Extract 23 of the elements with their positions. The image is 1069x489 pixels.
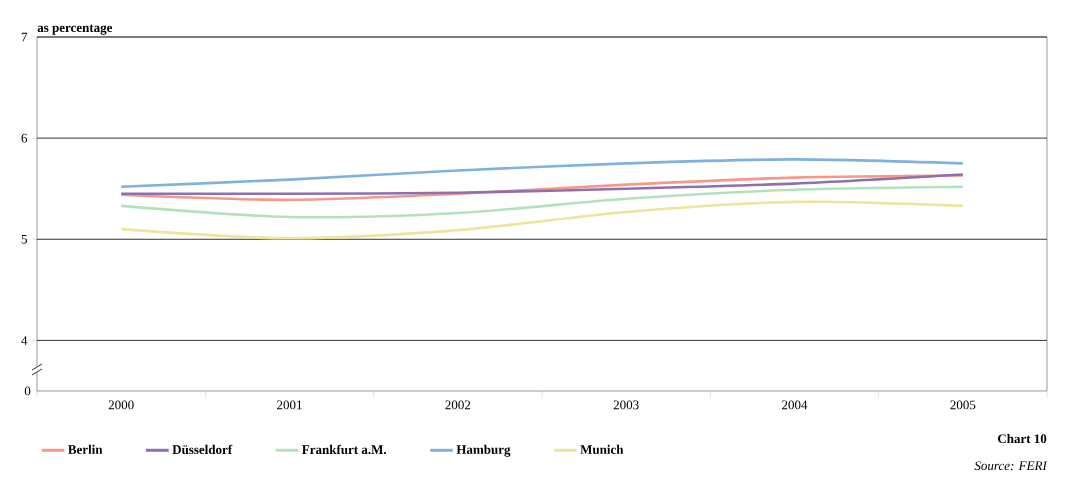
y-tick-label: 4 [21,336,28,345]
x-tick-label: 2005 [950,400,976,410]
x-tick-label: 2004 [782,400,808,410]
text: 0 [24,386,31,396]
caption: Chart 10 [997,433,1047,444]
legend-label: Frankfurt a.M. [302,444,387,455]
legend-label: Munich [580,444,624,454]
y-tick-label: 6 [21,133,28,143]
legend-label: Berlin [68,444,103,454]
line-series [119,185,965,219]
line-series [119,158,965,188]
legend-label: Düsseldorf [172,444,233,455]
y-axis-title: as percentage [37,24,113,35]
x-tick-label: 2000 [108,400,134,410]
y-tick-label: 7 [21,32,28,42]
y-tick-label: 5 [21,234,27,244]
x-tick-label: 2001 [277,400,302,410]
x-tick-label: 2002 [445,400,471,410]
x-tick-label: 2003 [613,400,639,410]
line-series [119,173,965,196]
legend-label: Hamburg [456,444,511,457]
source-note: Source: FERI [974,461,1048,471]
line-series [119,200,965,240]
